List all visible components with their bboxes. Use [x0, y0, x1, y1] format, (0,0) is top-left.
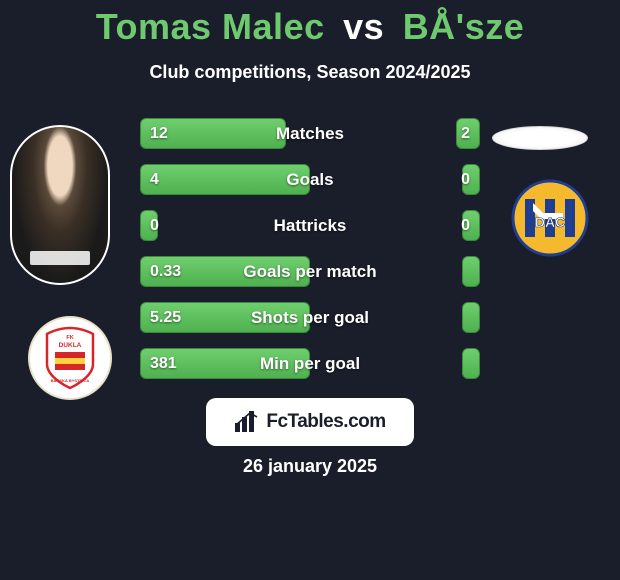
stat-label: Goals [286, 170, 333, 190]
stat-value-left: 4 [150, 171, 159, 189]
stat-row: 0 0 Hattricks [0, 210, 620, 241]
stat-bar-right [462, 256, 480, 287]
stat-bar-left [140, 164, 310, 195]
stat-value-right: 0 [461, 217, 470, 235]
stat-row: 5.25 Shots per goal [0, 302, 620, 333]
snapshot-date: 26 january 2025 [0, 456, 620, 477]
stat-label: Min per goal [260, 354, 360, 374]
stat-row: 381 Min per goal [0, 348, 620, 379]
stat-label: Matches [276, 124, 344, 144]
stat-value-right: 0 [461, 171, 470, 189]
stat-value-left: 0 [150, 217, 159, 235]
player1-name: Tomas Malec [96, 6, 325, 47]
source-logo: FcTables.com [206, 398, 414, 446]
stat-value-left: 12 [150, 125, 168, 143]
stat-value-right: 2 [461, 125, 470, 143]
stat-label: Shots per goal [251, 308, 369, 328]
player2-name: BÅ'sze [403, 6, 525, 47]
stat-row: 0.33 Goals per match [0, 256, 620, 287]
fctables-logo-icon [234, 411, 260, 433]
vs-label: vs [343, 6, 384, 47]
stat-row: 12 2 Matches [0, 118, 620, 149]
stat-value-left: 381 [150, 355, 177, 373]
stat-value-left: 0.33 [150, 263, 181, 281]
stat-label: Hattricks [274, 216, 347, 236]
stat-row: 4 0 Goals [0, 164, 620, 195]
stats-block: 12 2 Matches 4 0 Goals 0 0 Hattricks 0.33 Goals pe… [0, 118, 620, 394]
subtitle: Club competitions, Season 2024/2025 [0, 62, 620, 83]
stat-bar-right [462, 348, 480, 379]
source-logo-text: FcTables.com [266, 411, 385, 433]
stat-label: Goals per match [243, 262, 376, 282]
comparison-title: Tomas Malec vs BÅ'sze [0, 0, 620, 48]
stat-value-left: 5.25 [150, 309, 181, 327]
stat-bar-right [462, 302, 480, 333]
